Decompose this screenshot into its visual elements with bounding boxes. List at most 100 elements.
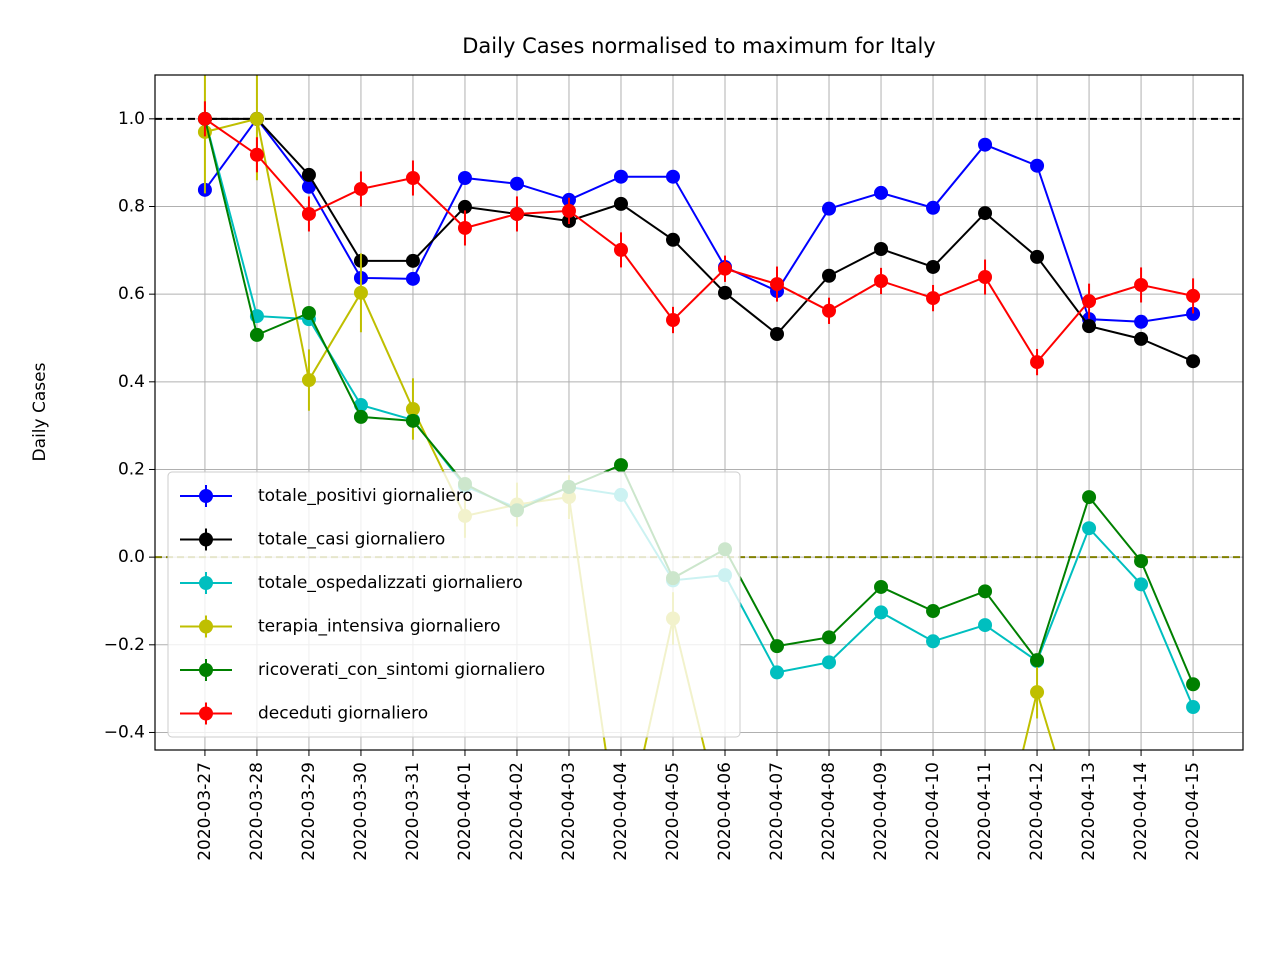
data-point	[405, 171, 420, 186]
y-tick-label: 1.0	[118, 109, 145, 129]
x-tick-label: 2020-04-12	[1027, 762, 1047, 861]
data-point	[926, 259, 941, 274]
data-point	[978, 137, 993, 152]
data-point	[718, 285, 733, 300]
data-point	[978, 270, 993, 285]
y-tick-label: 0.0	[118, 547, 145, 567]
legend-marker	[199, 619, 213, 634]
x-tick-label: 2020-03-27	[195, 762, 215, 861]
y-tick-label: 0.2	[118, 459, 145, 479]
data-point	[1030, 249, 1045, 264]
legend-marker	[199, 489, 213, 503]
data-point	[509, 176, 524, 191]
legend-label: ricoverati_con_sintomi giornaliero	[258, 660, 545, 680]
data-point	[301, 373, 316, 388]
legend-label: deceduti giornaliero	[258, 704, 428, 724]
axes: −0.4 −0.2 0.0 0.2 0.4 0.6 0.8 1.0 2020-03-27 2020…	[104, 109, 1203, 861]
data-point	[1030, 685, 1045, 700]
series-line	[204, 117, 1194, 363]
data-point	[1030, 653, 1045, 668]
data-point	[1134, 277, 1149, 292]
data-point	[874, 579, 889, 594]
data-point	[665, 169, 680, 184]
x-tick-label: 2020-04-11	[975, 762, 995, 861]
data-point	[1030, 158, 1045, 173]
x-tick-label: 2020-04-03	[559, 762, 579, 861]
data-point	[770, 327, 785, 342]
data-point	[613, 242, 628, 257]
data-point	[197, 111, 212, 126]
x-tick-label: 2020-04-08	[819, 762, 839, 861]
x-tick-label: 2020-04-13	[1079, 762, 1099, 861]
x-tick-label: 2020-03-29	[299, 762, 319, 861]
data-point	[1082, 521, 1097, 536]
x-tick-label: 2020-04-09	[871, 762, 891, 861]
data-point	[249, 147, 264, 162]
data-point	[1186, 354, 1201, 369]
data-point	[926, 200, 941, 215]
data-point	[1186, 677, 1201, 692]
x-tick-label: 2020-04-05	[663, 762, 683, 861]
data-point	[1134, 331, 1149, 346]
chart-title: Daily Cases normalised to maximum for It…	[462, 34, 935, 58]
data-point	[457, 220, 472, 235]
data-point	[405, 401, 420, 416]
y-tick-label: 0.8	[118, 196, 145, 216]
data-point	[457, 171, 472, 186]
data-point	[665, 232, 680, 247]
data-point	[353, 181, 368, 196]
x-tick-label: 2020-04-06	[715, 762, 735, 861]
axes-frame	[154, 74, 1244, 751]
legend-box	[167, 471, 741, 738]
data-point	[926, 291, 941, 306]
y-tick-label: −0.2	[104, 635, 145, 655]
data-point	[926, 604, 941, 619]
data-point	[457, 199, 472, 214]
data-point	[874, 242, 889, 257]
legend-marker	[199, 663, 213, 677]
data-point	[405, 271, 420, 286]
legend-marker	[199, 532, 213, 547]
data-point	[1134, 577, 1149, 592]
x-tick-label: 2020-03-30	[351, 762, 371, 861]
data-point	[405, 253, 420, 268]
legend-marker	[199, 576, 213, 590]
data-point	[718, 261, 733, 276]
legend-label: totale_ospedalizzati giornaliero	[258, 573, 523, 593]
data-point	[822, 303, 837, 318]
data-point	[1186, 288, 1201, 303]
x-tick-label: 2020-04-07	[767, 762, 787, 861]
data-point	[613, 169, 628, 184]
y-tick-label: 0.4	[118, 372, 145, 392]
data-point	[822, 268, 837, 283]
data-point	[978, 618, 993, 633]
data-point	[1134, 314, 1149, 329]
data-point	[978, 584, 993, 599]
data-point	[822, 201, 837, 216]
data-point	[249, 327, 264, 342]
data-point	[1186, 306, 1201, 321]
x-tick-label: 2020-04-04	[611, 762, 631, 861]
data-point	[301, 167, 316, 182]
series-line	[204, 117, 1194, 323]
data-point	[822, 630, 837, 645]
data-point	[613, 458, 628, 473]
legend-label: totale_positivi giornaliero	[258, 486, 473, 506]
data-point	[1082, 294, 1097, 309]
data-point	[770, 277, 785, 292]
data-point	[822, 655, 837, 670]
legend-marker	[199, 706, 213, 721]
data-point	[249, 111, 264, 126]
y-axis-label: Daily Cases	[30, 362, 50, 461]
data-point	[665, 313, 680, 328]
x-tick-label: 2020-04-10	[923, 762, 943, 861]
x-tick-label: 2020-04-02	[507, 762, 527, 861]
series-line	[204, 118, 1194, 364]
data-point	[1134, 554, 1149, 569]
data-point	[301, 206, 316, 221]
data-point	[926, 634, 941, 649]
y-tick-label: 0.6	[118, 284, 145, 304]
data-point	[770, 639, 785, 654]
y-tick-label: −0.4	[104, 722, 145, 742]
